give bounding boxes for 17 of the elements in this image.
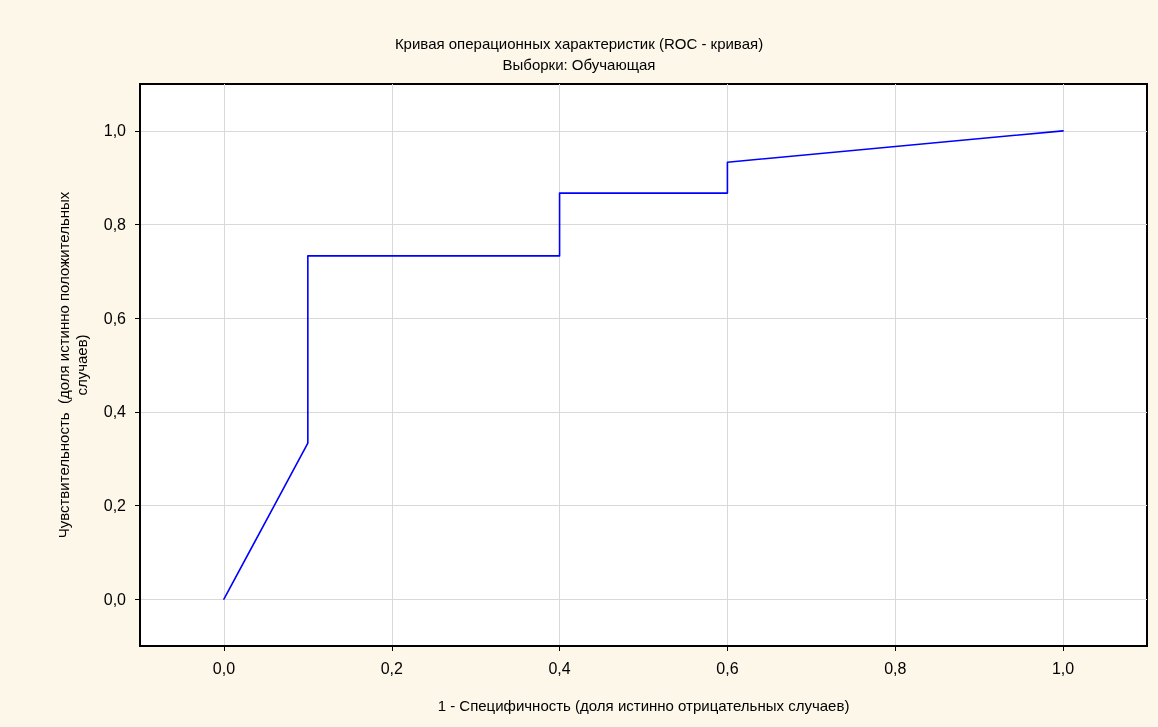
- x-tick-label: 0,2: [380, 659, 403, 677]
- chart-subtitle: Выборки: Обучающая: [502, 56, 656, 73]
- x-tick-label: 1,0: [1051, 659, 1075, 677]
- x-tick-label: 0,0: [212, 659, 236, 677]
- y-tick-label: 0,6: [103, 309, 127, 327]
- y-tick-label: 0,4: [103, 403, 127, 421]
- y-tick-label: 0,2: [103, 497, 127, 514]
- y-tick-label: 0,0: [103, 590, 127, 608]
- y-tick-label: 1,0: [103, 122, 127, 140]
- x-tick-label: 0,4: [548, 659, 571, 677]
- x-tick-label: 0,8: [884, 659, 907, 677]
- x-tick-label: 0,6: [716, 659, 739, 677]
- y-tick-label: 0,8: [103, 216, 127, 233]
- x-axis-title: 1 - Специфичность (доля истинно отрицательных случаев): [437, 696, 850, 714]
- chart-title: Кривая операционных характеристик (ROC - кривая): [394, 35, 764, 52]
- y-axis-title: Чувствительность (доля истинно положительных случаев): [54, 191, 90, 539]
- line-series: [223, 130, 1064, 600]
